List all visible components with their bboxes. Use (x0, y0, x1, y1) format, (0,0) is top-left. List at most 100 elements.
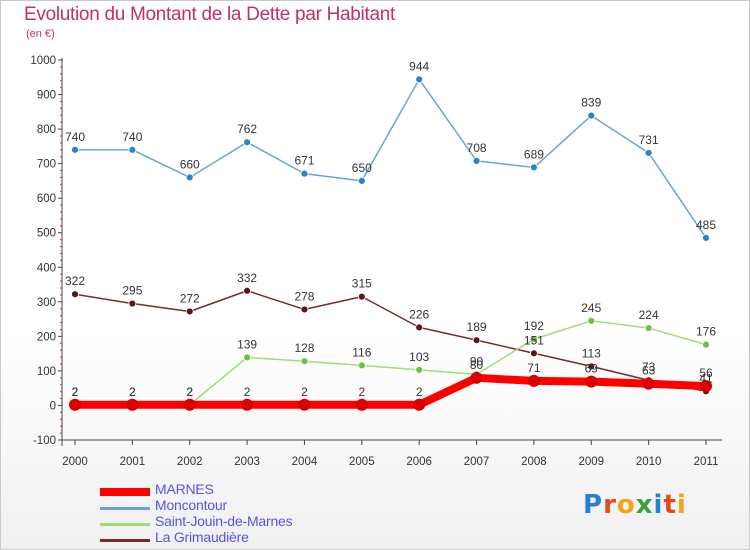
data-label: 740 (65, 130, 85, 144)
data-point (415, 323, 424, 332)
y-tick-label: 800 (37, 124, 56, 136)
data-point (357, 292, 366, 301)
data-point (530, 349, 538, 358)
data-label: 332 (237, 271, 257, 285)
data-point (183, 398, 196, 411)
data-label: 90 (470, 354, 484, 368)
data-point (69, 398, 81, 411)
data-label: 116 (352, 345, 371, 359)
data-point (241, 398, 254, 411)
data-label: 2 (186, 385, 193, 399)
data-label: 139 (237, 337, 257, 351)
y-tick-label: 0 (50, 400, 56, 412)
data-label: 2 (244, 385, 251, 399)
data-point (71, 145, 79, 154)
data-label: 2 (72, 385, 79, 399)
data-label: 839 (581, 96, 601, 110)
logo-letter: x (635, 490, 654, 520)
data-point (642, 377, 655, 390)
x-tick-label: 2000 (62, 456, 88, 468)
y-tick-label: 1000 (30, 55, 56, 67)
data-point (415, 75, 424, 84)
series-line-moncontour (74, 78, 707, 239)
legend-label: Moncontour (155, 497, 227, 513)
data-point (128, 299, 137, 308)
data-label: 278 (294, 289, 314, 303)
data-label: 944 (409, 59, 429, 73)
data-label: 113 (582, 346, 601, 360)
data-label: 189 (467, 320, 487, 334)
data-label: 2 (186, 385, 193, 399)
data-point (298, 398, 311, 411)
legend-swatch (100, 507, 150, 510)
data-point (585, 375, 598, 388)
data-label: 650 (352, 161, 372, 175)
x-tick-label: 2002 (177, 456, 203, 468)
data-point (587, 111, 596, 120)
data-label: 226 (409, 307, 429, 321)
data-point (300, 357, 309, 366)
legend-label: MARNES (155, 481, 214, 497)
legend-swatch (100, 488, 150, 496)
logo-letter: P (583, 490, 604, 520)
data-label: 63 (642, 364, 656, 378)
data-point (126, 398, 139, 411)
data-label: 41 (699, 371, 713, 385)
data-label: 192 (524, 319, 544, 333)
data-label: 322 (65, 274, 85, 288)
data-point (128, 145, 137, 154)
data-point (472, 156, 481, 165)
legend-swatch (100, 539, 150, 542)
data-point (355, 398, 368, 411)
x-tick-label: 2010 (636, 456, 662, 468)
data-label: 689 (524, 147, 544, 161)
series-line-marnes (71, 373, 710, 409)
data-label: 128 (294, 341, 314, 355)
data-point (300, 305, 309, 314)
logo-letter: i (676, 490, 687, 520)
data-point (243, 353, 251, 362)
data-label: 56 (699, 366, 713, 380)
data-point (530, 335, 538, 344)
y-tick-label: 700 (37, 159, 56, 171)
data-point (644, 324, 653, 332)
proxiti-logo: Proxiti (583, 490, 687, 520)
data-point (702, 340, 710, 349)
data-label: 2 (301, 385, 308, 399)
data-label: 2 (358, 385, 365, 399)
data-label: 315 (352, 277, 372, 291)
data-label: 708 (467, 141, 487, 155)
chart-subtitle: (en €) (26, 28, 55, 40)
data-point (527, 374, 540, 387)
data-label: 485 (696, 218, 716, 232)
x-tick-label: 2001 (120, 456, 146, 468)
x-tick-label: 2011 (694, 456, 719, 468)
data-point (472, 336, 481, 345)
data-point (71, 290, 79, 299)
data-label: 295 (122, 284, 142, 298)
data-label: 151 (524, 333, 544, 347)
logo-letter: t (663, 490, 677, 520)
data-label: 671 (294, 154, 314, 168)
data-label: 2 (72, 385, 79, 399)
y-tick-label: 100 (37, 366, 56, 378)
x-tick-label: 2008 (521, 456, 547, 468)
data-point (415, 365, 424, 374)
data-label: 245 (581, 301, 601, 315)
chart-title: Evolution du Montant de la Dette par Hab… (24, 4, 395, 25)
x-tick-label: 2004 (292, 456, 318, 468)
data-label: 71 (527, 361, 541, 375)
data-label: 731 (639, 133, 659, 147)
data-point (644, 149, 653, 157)
y-tick-label: 900 (37, 90, 56, 102)
data-label: 2 (416, 385, 423, 399)
data-label: 740 (122, 130, 142, 144)
data-point (413, 398, 426, 411)
series-line-la-grimaudi-re (74, 290, 707, 393)
data-point (700, 380, 712, 393)
legend-label: La Grimaudière (155, 529, 249, 545)
data-point (243, 138, 251, 147)
x-tick-label: 2003 (234, 456, 260, 468)
